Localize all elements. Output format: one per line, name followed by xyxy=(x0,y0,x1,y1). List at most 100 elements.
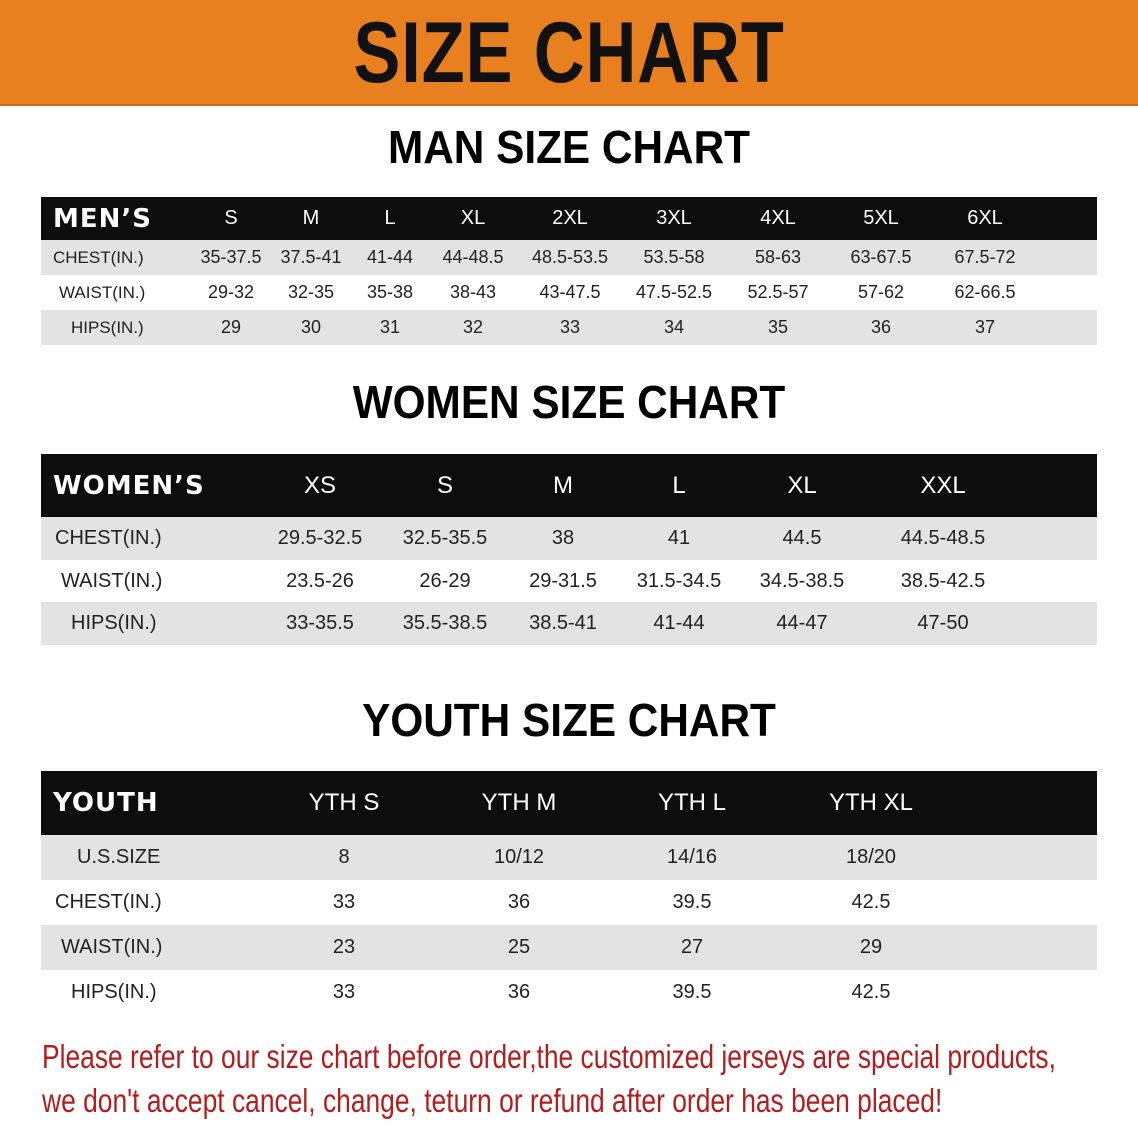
table-cell: 35 xyxy=(767,317,789,337)
table-cell: 42.5 xyxy=(851,891,891,913)
table-cell: 33 xyxy=(559,317,581,337)
table-cell: 34.5-38.5 xyxy=(759,569,845,592)
table-cell: 30 xyxy=(300,317,322,337)
notice-line-1: Please refer to our size chart before or… xyxy=(42,1038,1056,1075)
size-header-2xl: 2XL xyxy=(552,207,588,229)
youth-section-title: YOUTH SIZE CHART xyxy=(362,694,776,746)
table-row: HIPS(IN.) 29 30 31 32 33 34 35 36 37 xyxy=(41,310,1097,345)
table-cell: 32-35 xyxy=(287,282,335,302)
size-header-4xl: 4XL xyxy=(760,207,796,229)
size-header-l: L xyxy=(672,471,686,499)
table-cell: 31 xyxy=(379,317,401,337)
size-header-s: S xyxy=(436,471,454,499)
table-cell: 36 xyxy=(507,981,531,1003)
table-cell: 39.5 xyxy=(672,981,712,1003)
men-size-table: MEN’S S M L XL 2XL 3XL 4XL 5XL 6XL CHEST(IN.) 35-37… xyxy=(41,197,1097,345)
row-label: CHEST(IN.) xyxy=(53,247,144,267)
row-label: CHEST(IN.) xyxy=(55,891,162,913)
table-cell: 33-35.5 xyxy=(286,612,354,635)
table-cell: 41 xyxy=(667,526,691,549)
table-row: HIPS(IN.) 33-35.5 35.5-38.5 38.5-41 41-44 44-… xyxy=(41,602,1097,646)
row-label: U.S.SIZE xyxy=(77,846,161,868)
size-header-5xl: 5XL xyxy=(863,207,899,229)
youth-header-row: YOUTH YTH S YTH M YTH L YTH XL xyxy=(41,771,1097,835)
table-cell: 36 xyxy=(870,317,892,337)
row-label: HIPS(IN.) xyxy=(71,612,157,635)
men-section-title: MAN SIZE CHART xyxy=(387,121,751,173)
table-row: CHEST(IN.) 33 36 39.5 42.5 xyxy=(41,880,1097,925)
table-cell: 43-47.5 xyxy=(539,282,601,302)
table-cell: 35.5-38.5 xyxy=(402,612,488,635)
size-header-xl: XL xyxy=(460,207,486,229)
table-cell: 35-38 xyxy=(366,282,414,302)
row-label: HIPS(IN.) xyxy=(71,317,144,337)
row-label: HIPS(IN.) xyxy=(71,981,157,1003)
table-cell: 42.5 xyxy=(851,981,891,1003)
size-header-yth-m: YTH M xyxy=(481,789,557,816)
table-cell: 37 xyxy=(974,317,996,337)
size-header-s: S xyxy=(224,207,238,229)
table-cell: 33 xyxy=(332,891,356,913)
size-header-xs: XS xyxy=(303,471,337,499)
table-cell: 33 xyxy=(332,981,356,1003)
table-cell: 8 xyxy=(338,846,350,868)
table-cell: 38-43 xyxy=(449,282,497,302)
table-cell: 18/20 xyxy=(845,846,897,868)
youth-size-table: YOUTH YTH S YTH M YTH L YTH XL U.S.SIZE 8 10/12… xyxy=(41,771,1097,1015)
table-cell: 29-32 xyxy=(207,282,255,302)
table-cell: 26-29 xyxy=(419,569,471,592)
women-header-label: WOMEN’S xyxy=(53,470,205,501)
table-cell: 44-47 xyxy=(776,612,828,635)
banner-title: SIZE CHART xyxy=(353,5,785,101)
row-label: WAIST(IN.) xyxy=(59,282,146,302)
row-label: CHEST(IN.) xyxy=(55,526,162,549)
table-cell: 36 xyxy=(507,891,531,913)
men-header-row: MEN’S S M L XL 2XL 3XL 4XL 5XL 6XL xyxy=(41,197,1097,240)
size-header-6xl: 6XL xyxy=(967,207,1003,229)
table-cell: 38.5-42.5 xyxy=(900,569,986,592)
table-cell: 32.5-35.5 xyxy=(402,526,488,549)
table-cell: 25 xyxy=(507,936,531,958)
table-cell: 38.5-41 xyxy=(529,612,597,635)
table-cell: 44.5-48.5 xyxy=(900,526,986,549)
table-cell: 57-62 xyxy=(857,282,905,302)
table-cell: 41-44 xyxy=(653,612,705,635)
table-cell: 14/16 xyxy=(666,846,718,868)
women-section-title: WOMEN SIZE CHART xyxy=(352,376,786,428)
table-cell: 37.5-41 xyxy=(280,247,342,267)
table-cell: 10/12 xyxy=(493,846,545,868)
size-header-yth-xl: YTH XL xyxy=(828,789,914,816)
banner: SIZE CHART xyxy=(0,0,1138,106)
row-label: WAIST(IN.) xyxy=(61,936,163,958)
table-cell: 48.5-53.5 xyxy=(531,247,609,267)
youth-header-label: YOUTH xyxy=(53,788,159,818)
table-cell: 31.5-34.5 xyxy=(636,569,722,592)
table-cell: 38 xyxy=(551,526,575,549)
size-header-3xl: 3XL xyxy=(656,207,692,229)
table-row: CHEST(IN.) 35-37.5 37.5-41 41-44 44-48.5 48.5… xyxy=(41,240,1097,275)
table-cell: 62-66.5 xyxy=(954,282,1016,302)
size-header-m: M xyxy=(302,207,320,229)
size-header-xxl: XXL xyxy=(920,471,966,499)
size-header-l: L xyxy=(384,207,396,229)
table-cell: 32 xyxy=(462,317,484,337)
table-cell: 29.5-32.5 xyxy=(277,526,363,549)
table-cell: 52.5-57 xyxy=(747,282,809,302)
table-cell: 34 xyxy=(663,317,685,337)
women-size-table: WOMEN’S XS S M L XL XXL CHEST(IN.) 29.5-32.5 32.5… xyxy=(41,454,1097,646)
table-row: U.S.SIZE 8 10/12 14/16 18/20 xyxy=(41,835,1097,880)
size-header-yth-l: YTH L xyxy=(657,789,727,816)
table-cell: 35-37.5 xyxy=(200,247,262,267)
table-cell: 23.5-26 xyxy=(286,569,354,592)
size-header-m: M xyxy=(553,471,573,499)
table-row: WAIST(IN.) 23.5-26 26-29 29-31.5 31.5-34.5 34… xyxy=(41,560,1097,603)
men-header-label: MEN’S xyxy=(53,203,152,234)
size-header-xl: XL xyxy=(787,471,817,499)
notice-line-2: we don't accept cancel, change, teturn o… xyxy=(42,1082,943,1119)
table-cell: 63-67.5 xyxy=(850,247,912,267)
table-cell: 53.5-58 xyxy=(643,247,705,267)
table-cell: 29 xyxy=(859,936,883,958)
row-label: WAIST(IN.) xyxy=(61,569,163,592)
table-cell: 27 xyxy=(680,936,704,958)
table-cell: 44.5 xyxy=(782,526,822,549)
